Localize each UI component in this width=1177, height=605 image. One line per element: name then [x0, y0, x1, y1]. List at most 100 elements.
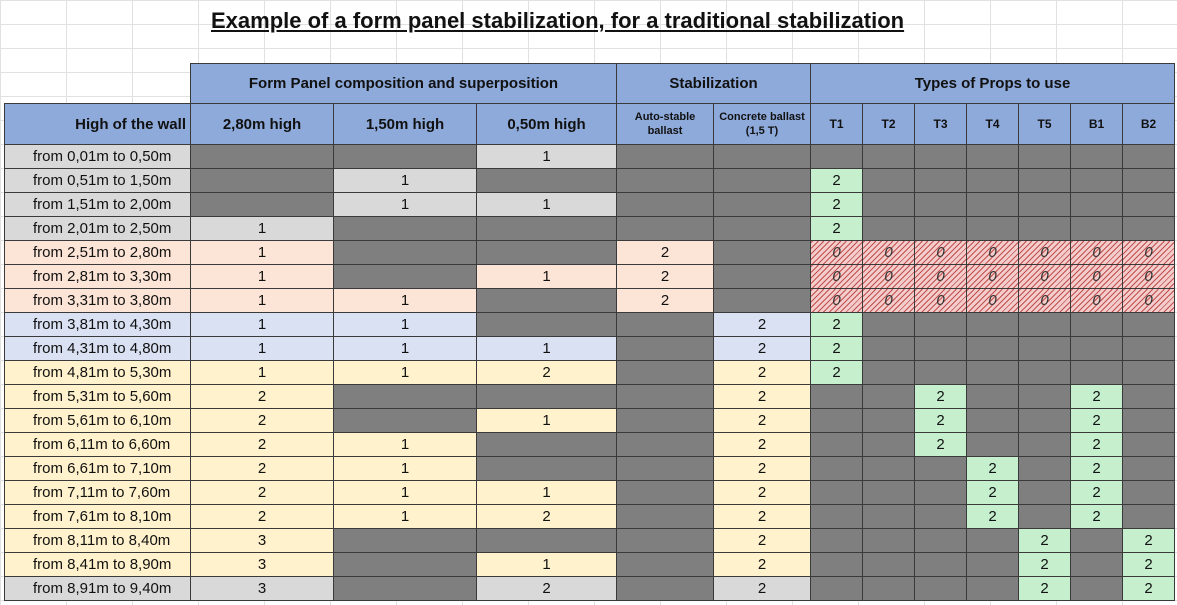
cell-c150: 1	[333, 168, 477, 193]
cell-c280: 2	[190, 480, 334, 505]
cell-prop-t3: 0	[914, 240, 967, 265]
cell-c280: 1	[190, 288, 334, 313]
cell-c050: 1	[476, 192, 617, 217]
concrete-line1: Concrete ballast	[719, 111, 805, 123]
cell-c050	[476, 168, 617, 193]
cell-auto	[616, 312, 714, 337]
cell-prop-t3: 0	[914, 288, 967, 313]
cell-prop-t5	[1018, 360, 1071, 385]
cell-prop-t4	[966, 168, 1019, 193]
header-prop-t2: T2	[862, 103, 915, 145]
cell-prop-b2: 2	[1122, 576, 1175, 601]
cell-c050	[476, 288, 617, 313]
table-row: from 4,81m to 5,30m 1 1 2 2 2	[4, 360, 1175, 385]
cell-prop-t4	[966, 552, 1019, 577]
row-label: from 5,31m to 5,60m	[4, 384, 191, 409]
cell-auto	[616, 216, 714, 241]
cell-prop-t3	[914, 216, 967, 241]
cell-c280: 1	[190, 264, 334, 289]
cell-prop-b1: 0	[1070, 288, 1123, 313]
cell-prop-t1: 0	[810, 240, 863, 265]
cell-prop-b2	[1122, 360, 1175, 385]
cell-c050: 2	[476, 360, 617, 385]
cell-prop-b2: 0	[1122, 240, 1175, 265]
cell-c280: 2	[190, 432, 334, 457]
table-row: from 6,11m to 6,60m 2 1 2 2 2	[4, 432, 1175, 457]
cell-prop-t3	[914, 312, 967, 337]
cell-conc: 2	[713, 480, 811, 505]
cell-auto: 2	[616, 288, 714, 313]
cell-c280: 1	[190, 336, 334, 361]
cell-prop-b1	[1070, 144, 1123, 169]
header-prop-t3: T3	[914, 103, 967, 145]
table-row: from 0,51m to 1,50m 1 2	[4, 168, 1175, 193]
page-title: Example of a form panel stabilization, f…	[211, 8, 905, 33]
cell-prop-b1	[1070, 216, 1123, 241]
cell-c150	[333, 240, 477, 265]
header-prop-t4: T4	[966, 103, 1019, 145]
cell-prop-t3: 2	[914, 432, 967, 457]
cell-prop-t1	[810, 504, 863, 529]
cell-c150	[333, 576, 477, 601]
cell-auto	[616, 168, 714, 193]
cell-auto	[616, 504, 714, 529]
cell-auto	[616, 456, 714, 481]
cell-c280: 2	[190, 504, 334, 529]
cell-prop-t4	[966, 312, 1019, 337]
cell-c050: 2	[476, 576, 617, 601]
header-form-panel: Form Panel composition and superposition	[190, 63, 617, 104]
cell-prop-b2: 2	[1122, 552, 1175, 577]
cell-c050: 1	[476, 408, 617, 433]
cell-prop-b1: 2	[1070, 384, 1123, 409]
cell-prop-t3	[914, 456, 967, 481]
cell-prop-t2	[862, 216, 915, 241]
cell-c280: 1	[190, 240, 334, 265]
cell-prop-t2	[862, 480, 915, 505]
cell-c280: 3	[190, 552, 334, 577]
table-row: from 7,61m to 8,10m 2 1 2 2 2 2	[4, 504, 1175, 529]
header-prop-t5: T5	[1018, 103, 1071, 145]
cell-conc	[713, 240, 811, 265]
cell-prop-b2	[1122, 336, 1175, 361]
cell-prop-t1	[810, 456, 863, 481]
cell-auto	[616, 384, 714, 409]
cell-prop-t4	[966, 408, 1019, 433]
header-prop-t1: T1	[810, 103, 863, 145]
cell-prop-t1	[810, 528, 863, 553]
cell-prop-t4	[966, 360, 1019, 385]
cell-auto	[616, 144, 714, 169]
cell-prop-t2	[862, 192, 915, 217]
cell-c280: 3	[190, 528, 334, 553]
cell-prop-b1: 2	[1070, 480, 1123, 505]
cell-prop-t3	[914, 144, 967, 169]
cell-c150: 1	[333, 504, 477, 529]
cell-prop-t2	[862, 456, 915, 481]
cell-prop-t4	[966, 528, 1019, 553]
cell-conc: 2	[713, 456, 811, 481]
cell-c150: 1	[333, 336, 477, 361]
cell-c150: 1	[333, 432, 477, 457]
cell-prop-t3: 0	[914, 264, 967, 289]
row-label: from 8,41m to 8,90m	[4, 552, 191, 577]
cell-conc	[713, 264, 811, 289]
cell-c150	[333, 264, 477, 289]
cell-prop-t5: 2	[1018, 576, 1071, 601]
table-row: from 3,81m to 4,30m 1 1 2 2	[4, 312, 1175, 337]
cell-prop-b1	[1070, 360, 1123, 385]
header-props: Types of Props to use	[810, 63, 1175, 104]
table-row: from 6,61m to 7,10m 2 1 2 2 2	[4, 456, 1175, 481]
cell-auto	[616, 576, 714, 601]
cell-auto	[616, 192, 714, 217]
cell-c280: 3	[190, 576, 334, 601]
cell-prop-b2	[1122, 144, 1175, 169]
row-label: from 0,51m to 1,50m	[4, 168, 191, 193]
row-label: from 4,31m to 4,80m	[4, 336, 191, 361]
cell-c150: 1	[333, 288, 477, 313]
cell-prop-t3	[914, 480, 967, 505]
cell-prop-t1	[810, 480, 863, 505]
cell-prop-b2	[1122, 456, 1175, 481]
header-050: 0,50m high	[476, 103, 617, 145]
stabilization-table: Form Panel composition and superposition…	[4, 63, 1175, 601]
cell-prop-t2	[862, 336, 915, 361]
cell-prop-t5	[1018, 480, 1071, 505]
